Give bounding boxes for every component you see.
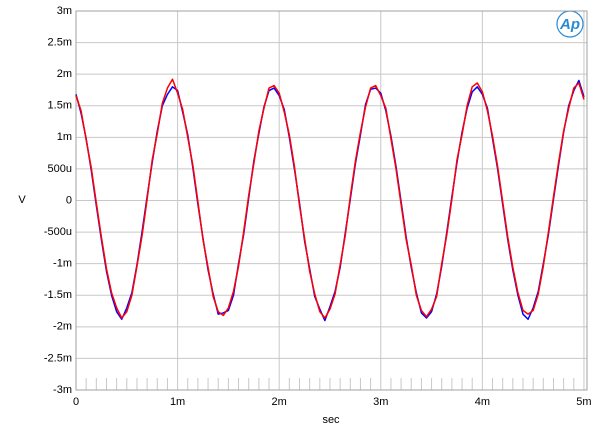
y-tick-label: 2.5m xyxy=(48,36,72,48)
y-tick-label: 2m xyxy=(57,68,72,80)
x-tick-label: 3m xyxy=(373,396,388,408)
x-axis-label: sec xyxy=(322,414,340,426)
plot-frame xyxy=(75,10,588,391)
y-tick-label: -3m xyxy=(53,384,72,396)
y-tick-label: 3m xyxy=(57,5,72,17)
y-tick-label: -1.5m xyxy=(44,289,72,301)
y-tick-label: 1.5m xyxy=(48,100,72,112)
y-tick-label: -2.5m xyxy=(44,352,72,364)
series-line xyxy=(75,78,585,319)
x-tick-label: 2m xyxy=(272,396,287,408)
y-tick-label: -2m xyxy=(53,321,72,333)
logo: Ap xyxy=(559,16,580,33)
y-tick-label: -500u xyxy=(44,226,72,238)
x-tick-label: 4m xyxy=(475,396,490,408)
y-axis-label: V xyxy=(18,194,26,206)
y-tick-label: -1m xyxy=(53,258,72,270)
y-tick-label: 1m xyxy=(57,131,72,143)
y-tick-label: 0 xyxy=(66,194,72,206)
x-tick-label: 0 xyxy=(73,396,79,408)
x-tick-label: 5m xyxy=(576,396,591,408)
x-tick-label: 1m xyxy=(170,396,185,408)
y-tick-label: 500u xyxy=(48,163,72,175)
